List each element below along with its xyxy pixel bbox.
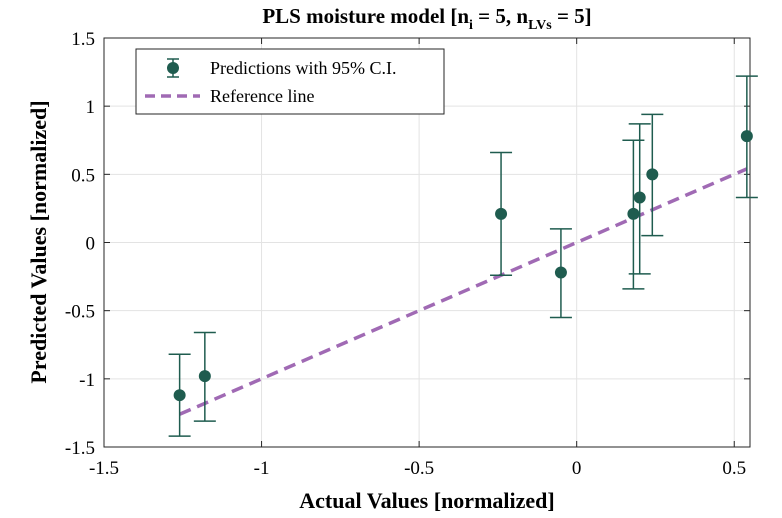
prediction-point xyxy=(735,75,758,199)
x-tick-label: -0.5 xyxy=(404,458,434,479)
y-tick-label: 0.5 xyxy=(71,165,95,186)
title-end: = 5] xyxy=(552,4,592,28)
x-axis-label: Actual Values [normalized] xyxy=(299,488,554,513)
legend-box xyxy=(135,48,445,115)
prediction-marker xyxy=(198,370,211,383)
prediction-marker xyxy=(173,389,186,402)
prediction-point xyxy=(622,139,645,290)
axis-ticks: -1.5 -1 -0.5 0 0.5 -1.5 -1 -0.5 0 0.5 1 1.5 xyxy=(65,29,750,479)
prediction-point xyxy=(641,113,664,237)
title-main: PLS moisture model [n xyxy=(262,4,469,28)
prediction-point xyxy=(628,123,651,275)
y-tick-label: 0 xyxy=(86,234,96,255)
legend-label-reference: Reference line xyxy=(210,86,314,106)
title-sub1: i xyxy=(469,18,473,33)
reference-line xyxy=(178,167,748,416)
legend: Predictions with 95% C.I. Reference line xyxy=(135,48,445,115)
prediction-point xyxy=(549,228,572,319)
chart-title: PLS moisture model [ni = 5, nLVs = 5] xyxy=(262,4,591,33)
x-tick-label: 0 xyxy=(572,458,582,479)
prediction-marker xyxy=(646,168,659,181)
prediction-marker xyxy=(554,266,567,279)
prediction-marker xyxy=(627,207,640,220)
prediction-point xyxy=(490,151,513,276)
x-tick-label: -1 xyxy=(254,458,270,479)
title-sub2: LVs xyxy=(528,18,552,33)
x-tick-label: 0.5 xyxy=(722,458,746,479)
x-tick-label: -1.5 xyxy=(89,458,119,479)
legend-marker-predictions xyxy=(167,58,179,78)
prediction-point xyxy=(193,331,216,422)
prediction-point xyxy=(168,353,191,437)
reference-line-series xyxy=(178,167,748,416)
y-tick-label: 1.5 xyxy=(71,29,95,50)
title-mid: = 5, n xyxy=(473,4,528,28)
legend-label-predictions: Predictions with 95% C.I. xyxy=(210,58,397,78)
y-tick-label: 1 xyxy=(86,97,96,118)
prediction-marker xyxy=(495,207,508,220)
y-axis-label: Predicted Values [normalized] xyxy=(26,100,51,383)
y-tick-label: -1.5 xyxy=(65,438,95,459)
y-tick-label: -0.5 xyxy=(65,302,95,323)
predictions-series xyxy=(168,75,758,437)
y-tick-label: -1 xyxy=(79,370,95,391)
prediction-marker xyxy=(740,130,753,143)
prediction-marker xyxy=(633,191,646,204)
